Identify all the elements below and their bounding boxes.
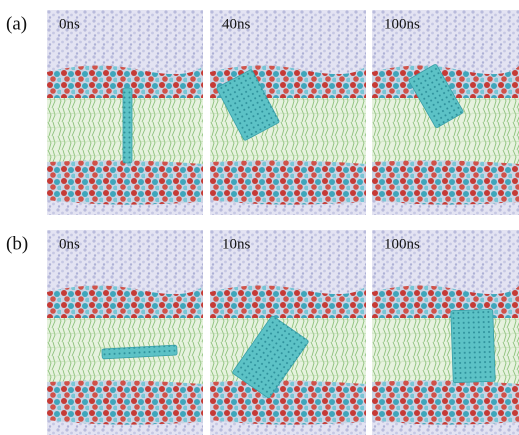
panel: 10ns — [210, 230, 366, 435]
lipid-tails — [372, 318, 519, 386]
panel-body — [372, 10, 519, 215]
panel: 0ns — [47, 10, 203, 215]
panel-label: 10ns — [222, 236, 251, 252]
panels: (a) 0ns 40ns 100ns (b) 0ns 10ns 100ns — [6, 10, 519, 435]
lower-headgroups — [372, 160, 519, 204]
panel-body — [210, 230, 366, 435]
panel-label: 0ns — [59, 16, 80, 32]
panel-body — [210, 10, 366, 215]
lower-headgroups — [210, 380, 366, 424]
panel: 0ns — [47, 230, 203, 435]
panel-label: 100ns — [384, 16, 420, 32]
panel: 100ns — [372, 10, 519, 215]
row-label: (a) — [6, 13, 27, 34]
lower-headgroups — [47, 160, 203, 204]
nanotube — [123, 88, 132, 163]
panel-body — [372, 230, 519, 435]
lower-headgroups — [47, 380, 203, 424]
row-label: (b) — [6, 233, 28, 254]
panel: 100ns — [372, 230, 519, 435]
panel-label: 0ns — [59, 236, 80, 252]
figure: (a) 0ns 40ns 100ns (b) 0ns 10ns 100ns — [0, 0, 519, 435]
panel-label: 40ns — [222, 16, 251, 32]
panel-body — [47, 230, 203, 435]
nanotube — [451, 309, 495, 382]
panel-label: 100ns — [384, 236, 420, 252]
panel-body — [47, 10, 203, 215]
lower-headgroups — [372, 380, 519, 424]
panel: 40ns — [210, 10, 366, 215]
lower-headgroups — [210, 160, 366, 204]
